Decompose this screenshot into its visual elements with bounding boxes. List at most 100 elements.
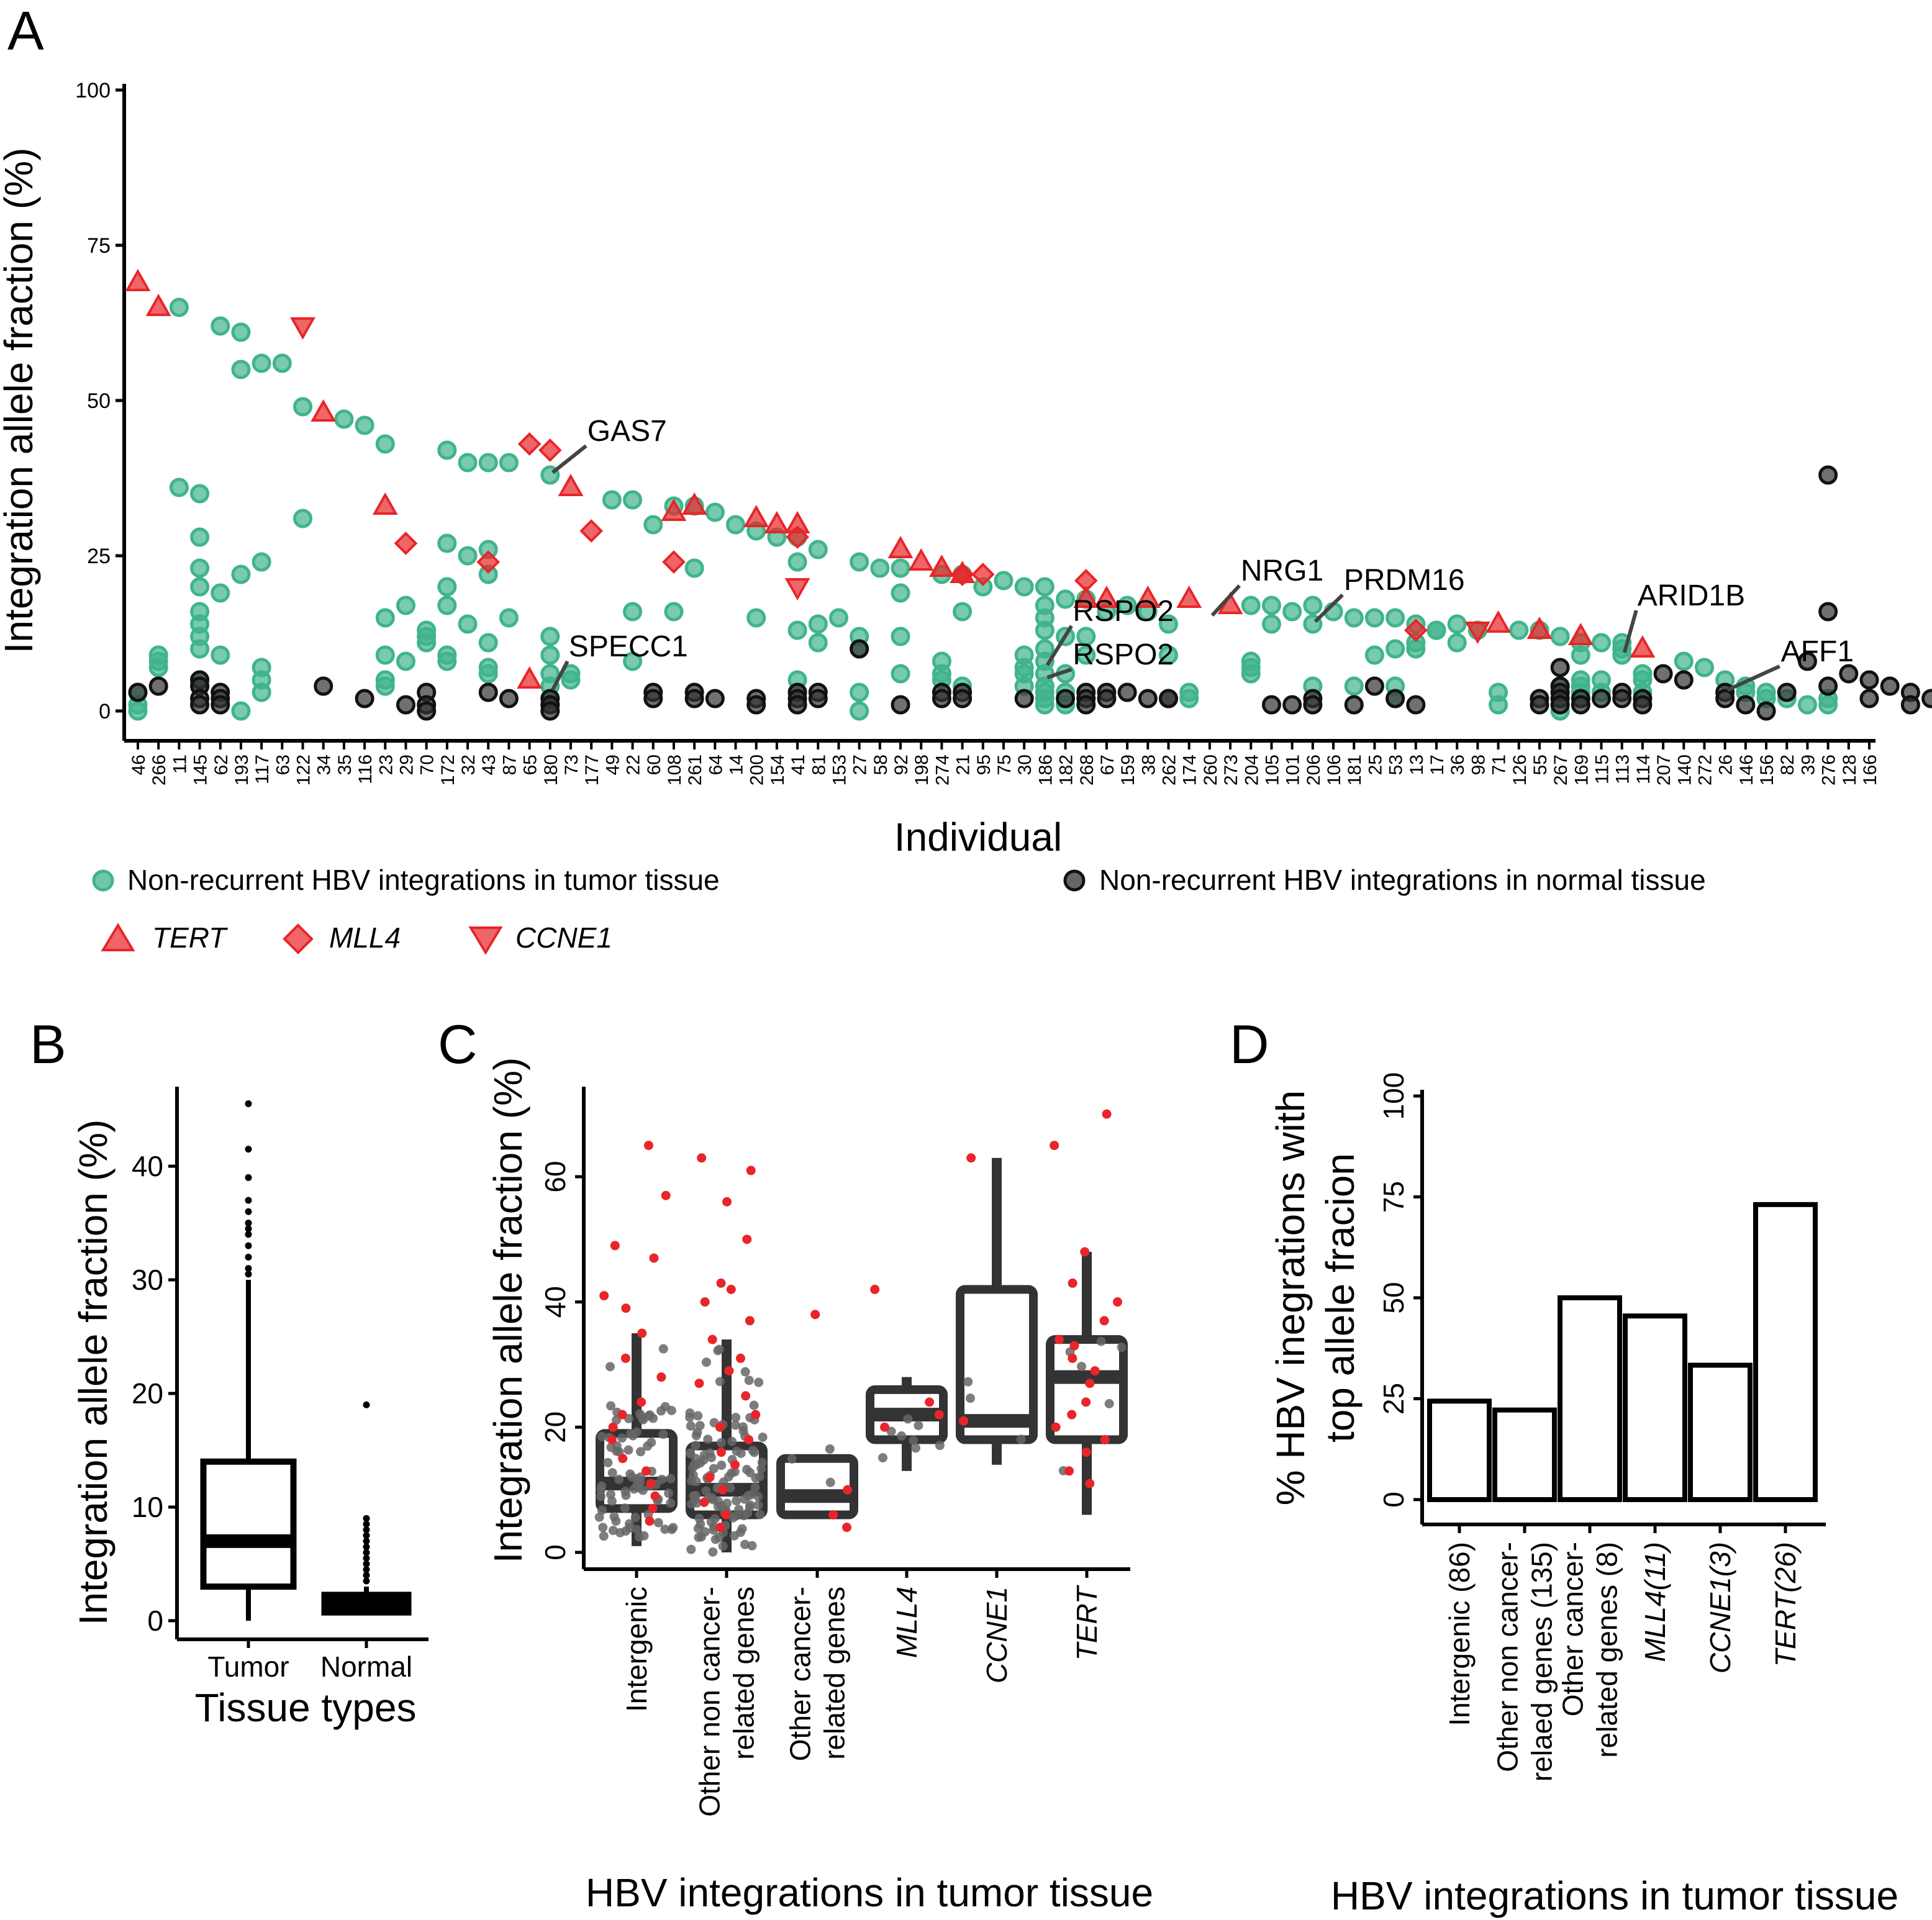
grey-point: [667, 1524, 677, 1534]
normal-point: [1818, 465, 1838, 485]
normal-point: [1386, 689, 1405, 709]
x-tick-label: MLL4: [891, 1587, 923, 1658]
x-tick-label: 32: [458, 754, 479, 775]
y-tick-label: 25: [1377, 1383, 1410, 1415]
tumor-point: [643, 515, 663, 535]
tumor-point: [375, 645, 395, 665]
x-tick-label: 126: [1510, 754, 1530, 786]
x-tick-label: 276: [1819, 754, 1839, 786]
tert-point: [1567, 622, 1594, 645]
grey-point: [1016, 1434, 1026, 1444]
legend-tumor-label: Non-recurrent HBV integrations in tumor …: [127, 864, 720, 896]
tumor-point: [293, 397, 313, 417]
panel-a-x-label: Individual: [894, 815, 1062, 859]
x-tick-label: 268: [1077, 754, 1097, 786]
red-point: [1064, 1466, 1074, 1476]
tumor-point: [148, 658, 168, 677]
red-point: [637, 1328, 647, 1338]
normal-point: [148, 676, 168, 696]
bar: [1688, 1362, 1753, 1503]
tumor-point: [437, 440, 457, 460]
x-tick-label: 23: [376, 754, 396, 775]
panel-d-y-label-line1: % HBV inegrations with: [1268, 1090, 1313, 1506]
x-tick-label: Other cancer-: [784, 1587, 817, 1761]
red-point: [810, 1310, 820, 1320]
annotation-label: ARID1B: [1638, 579, 1745, 612]
grey-point: [605, 1490, 615, 1500]
panel-a-legend: Non-recurrent HBV integrations in tumor …: [92, 864, 1706, 955]
normal-point: [808, 689, 828, 709]
x-tick-label: 92: [891, 754, 912, 775]
grey-point: [598, 1523, 608, 1533]
tert-point: [764, 510, 790, 533]
x-tick-label: 200: [747, 754, 768, 786]
legend-tert-marker: [101, 923, 135, 951]
grey-point: [714, 1533, 724, 1542]
grey-point: [608, 1526, 618, 1536]
tumor-point: [1592, 633, 1612, 653]
legend-tert-label: TERT: [152, 922, 228, 954]
normal-point: [396, 695, 415, 715]
x-tick-label: 274: [932, 754, 953, 786]
panel-b-axes: 0 10 20 30 40 Tumor Normal: [132, 1087, 429, 1683]
x-tick-label: 117: [252, 754, 273, 784]
x-tick-label: 98: [1468, 754, 1489, 775]
panel-b: B Integration allele fraction (%) 0 10 20 3…: [30, 1013, 429, 1730]
red-point: [934, 1410, 944, 1420]
red-point: [1090, 1366, 1100, 1376]
normal-point: [1653, 664, 1673, 684]
grey-point: [755, 1510, 765, 1519]
tumor-point: [953, 602, 973, 622]
outlier-point: [245, 1270, 252, 1278]
grey-point: [686, 1499, 696, 1509]
red-point: [1100, 1435, 1110, 1444]
x-tick-label: MLL4(11): [1639, 1542, 1671, 1662]
normal-point: [705, 689, 725, 709]
grey-point: [701, 1357, 711, 1367]
tumor-point: [478, 453, 498, 473]
normal-point: [850, 639, 869, 659]
tumor-point: [1612, 645, 1632, 665]
panel-c-y-label: Integration allele fraction (%): [486, 1057, 530, 1564]
x-tick-label: 115: [1592, 754, 1613, 784]
grey-point: [709, 1464, 719, 1474]
red-point: [650, 1491, 660, 1501]
grey-point: [910, 1443, 920, 1453]
bar: [1492, 1407, 1557, 1502]
x-tick-label: 267: [1551, 754, 1571, 786]
legend-normal-label: Non-recurrent HBV integrations in normal…: [1099, 864, 1706, 896]
tert-point: [1094, 585, 1120, 608]
normal-point: [1797, 651, 1817, 671]
red-point: [608, 1422, 618, 1432]
red-point: [642, 1466, 651, 1476]
x-tick-label: 261: [685, 754, 705, 786]
y-tick-label: 75: [1377, 1181, 1410, 1213]
x-tick-label: 36: [1448, 754, 1468, 775]
tumor-point: [1303, 595, 1323, 615]
y-tick-label: 25: [87, 545, 111, 568]
grey-point: [617, 1433, 627, 1443]
box-body: [956, 1285, 1038, 1444]
grey-point: [736, 1448, 746, 1458]
grey-point: [730, 1467, 740, 1477]
tumor-point: [375, 434, 395, 454]
normal-point: [1406, 695, 1426, 715]
tumor-point: [808, 540, 828, 559]
red-point: [828, 1510, 838, 1519]
red-point: [646, 1478, 656, 1488]
y-tick-label: 20: [539, 1411, 571, 1443]
y-tick-label: 30: [132, 1264, 163, 1296]
grey-point: [666, 1498, 676, 1508]
red-point: [620, 1353, 630, 1363]
panel-b-y-label: Integration allele fraction (%): [71, 1120, 116, 1626]
x-tick-label: 26: [1716, 754, 1736, 775]
legend-normal-marker: [1063, 869, 1086, 892]
tumor-point: [1035, 577, 1054, 597]
x-tick-label: 13: [1407, 754, 1427, 775]
normal-point: [1612, 689, 1632, 709]
grey-point: [693, 1411, 703, 1421]
tert-point: [887, 535, 914, 558]
annotation-leader: [1313, 593, 1344, 623]
tert-point: [1630, 635, 1656, 658]
grey-point: [787, 1454, 797, 1464]
